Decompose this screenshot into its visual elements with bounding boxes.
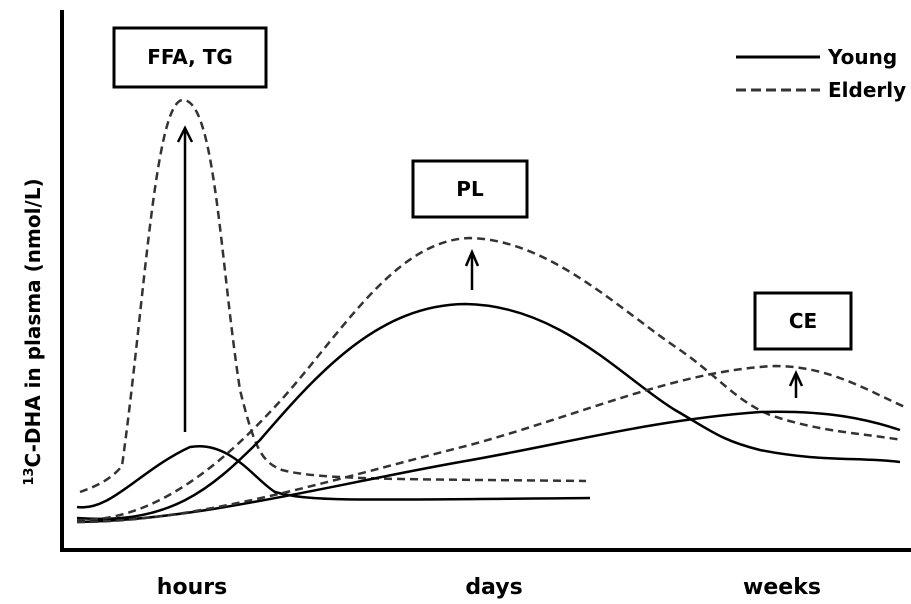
box-ffa-tg: FFA, TG — [112, 26, 268, 89]
curve-pl-elderly — [76, 236, 903, 522]
x-tick-days: days — [465, 575, 522, 600]
arrow-ce — [788, 370, 804, 398]
legend: Young Elderly — [736, 45, 906, 102]
curve-ffa-young — [76, 444, 591, 509]
curve-ffa-elderly — [79, 98, 587, 494]
legend-elderly-label: Elderly — [828, 78, 906, 102]
x-tick-hours: hours — [157, 575, 227, 600]
arrow-ffa — [176, 125, 194, 432]
curve-pl-young — [76, 302, 901, 521]
legend-young-label: Young — [827, 45, 897, 69]
box-pl-label: PL — [456, 177, 484, 201]
y-axis-label-superscript: 13 — [22, 468, 37, 486]
y-axis-label: 13C-DHA in plasma (nmol/L) — [21, 178, 45, 485]
x-tick-weeks: weeks — [743, 575, 821, 600]
box-ce: CE — [753, 291, 853, 351]
box-ffa-tg-label: FFA, TG — [147, 45, 233, 69]
box-pl: PL — [411, 159, 529, 219]
box-ce-label: CE — [789, 309, 817, 333]
arrow-pl — [464, 248, 480, 290]
curve-ce-elderly — [76, 364, 906, 524]
y-axis-label-text: C-DHA in plasma (nmol/L) — [21, 178, 45, 467]
curve-ce-young — [76, 410, 901, 524]
